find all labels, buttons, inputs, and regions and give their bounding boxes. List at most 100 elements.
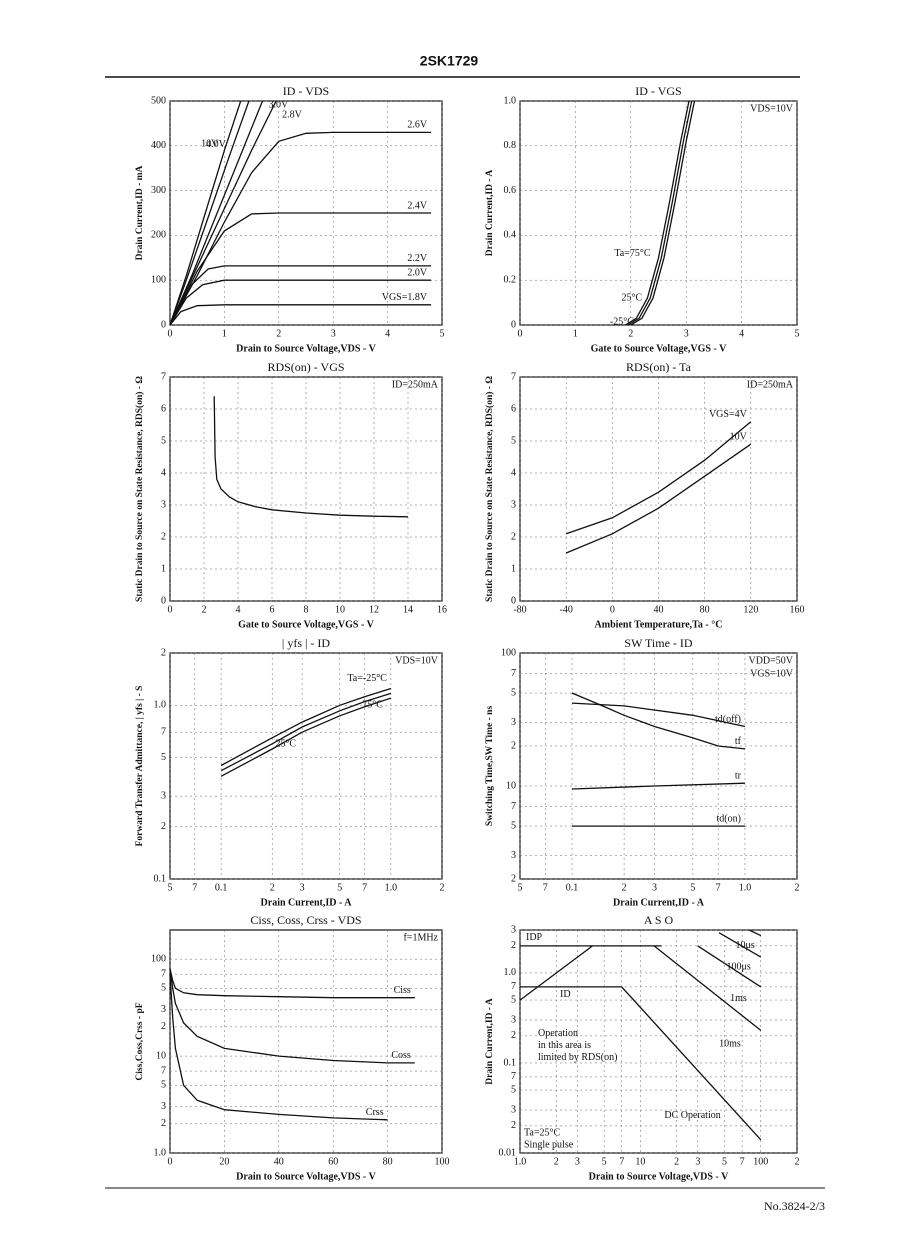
series-label: 1ms bbox=[730, 993, 747, 1004]
plot-frame bbox=[519, 652, 798, 880]
x-axis-label: Drain to Source Voltage,VDS - V bbox=[236, 343, 376, 354]
series-line bbox=[220, 692, 392, 772]
y-tick-label: 100 bbox=[151, 274, 166, 285]
doc-number: No.3824-2/3 bbox=[764, 1199, 825, 1213]
y-tick-label: 2 bbox=[511, 1030, 516, 1041]
series-label: -25°C bbox=[610, 317, 634, 328]
y-tick-label: 7 bbox=[161, 1065, 166, 1076]
y-tick-label: 3 bbox=[161, 1004, 166, 1015]
series-label: td(off) bbox=[715, 714, 741, 725]
y-tick-label: 0.4 bbox=[504, 230, 517, 241]
x-axis-label: Gate to Source Voltage,VGS - V bbox=[591, 343, 728, 354]
x-tick-label: -80 bbox=[513, 604, 526, 615]
y-tick-label: 0 bbox=[511, 595, 516, 606]
series-line bbox=[718, 932, 762, 958]
series-line bbox=[565, 421, 752, 535]
y-tick-label: 3 bbox=[511, 499, 516, 510]
y-tick-label: 5 bbox=[511, 1084, 516, 1095]
plot-frame bbox=[519, 100, 798, 326]
y-axis-label: Ciss,Coss,Crss - pF bbox=[135, 1002, 145, 1080]
y-tick-label: 100 bbox=[151, 953, 166, 964]
y-tick-label: 2 bbox=[161, 647, 166, 658]
y-tick-label: 2 bbox=[161, 531, 166, 542]
x-tick-label: 40 bbox=[654, 604, 664, 615]
series-label: Ciss bbox=[394, 985, 411, 996]
note: Operation bbox=[538, 1028, 578, 1039]
series-label: 4.0V bbox=[206, 139, 227, 150]
x-tick-label: 10 bbox=[635, 1156, 645, 1167]
x-tick-label: 2 bbox=[795, 1156, 800, 1167]
series-label: Ta=-25°C bbox=[347, 673, 387, 684]
y-tick-label: 5 bbox=[161, 435, 166, 446]
series-line bbox=[220, 697, 392, 777]
y-tick-label: 3 bbox=[511, 850, 516, 861]
series-label: 2.8V bbox=[282, 109, 303, 120]
x-tick-label: 2 bbox=[202, 604, 207, 615]
series-line bbox=[653, 945, 762, 1031]
y-tick-label: 200 bbox=[151, 230, 166, 241]
y-tick-label: 3 bbox=[511, 1104, 516, 1115]
y-tick-label: 2 bbox=[161, 1021, 166, 1032]
y-axis-label: Static Drain to Source on State Resistan… bbox=[484, 376, 495, 602]
x-tick-label: 2 bbox=[440, 882, 445, 893]
y-tick-label: 1.0 bbox=[154, 1147, 167, 1158]
y-tick-label: 2 bbox=[511, 531, 516, 542]
series-line bbox=[571, 692, 746, 750]
series-label: 2.2V bbox=[407, 253, 428, 264]
x-tick-label: 5 bbox=[168, 882, 173, 893]
y-axis-label: Drain Current,ID - mA bbox=[135, 165, 145, 260]
x-tick-label: 60 bbox=[328, 1156, 338, 1167]
series-line bbox=[169, 265, 432, 326]
series-label: 10ms bbox=[719, 1039, 741, 1050]
series-line bbox=[627, 100, 693, 326]
y-tick-label: 3 bbox=[511, 924, 516, 935]
y-tick-label: 2 bbox=[511, 740, 516, 751]
x-tick-label: 7 bbox=[619, 1156, 624, 1167]
annotation: VDS=10V bbox=[750, 103, 794, 114]
y-tick-label: 5 bbox=[161, 1080, 166, 1091]
series-label: 10μs bbox=[735, 940, 754, 951]
x-tick-label: 0 bbox=[610, 604, 615, 615]
y-tick-label: 0.2 bbox=[504, 274, 517, 285]
chart-title: ID - VDS bbox=[283, 84, 329, 98]
x-tick-label: 0.1 bbox=[215, 882, 228, 893]
y-tick-label: 7 bbox=[161, 726, 166, 737]
y-tick-label: 7 bbox=[161, 968, 166, 979]
x-tick-label: 2 bbox=[270, 882, 275, 893]
x-tick-label: 2 bbox=[276, 328, 281, 339]
x-tick-label: 20 bbox=[219, 1156, 229, 1167]
series-label: DC Operation bbox=[664, 1110, 720, 1121]
chart-title: ID - VGS bbox=[635, 84, 681, 98]
chart-title: SW Time - ID bbox=[624, 636, 692, 650]
series-label: td(on) bbox=[716, 813, 740, 824]
series-line bbox=[621, 986, 762, 1141]
series-line bbox=[624, 100, 690, 326]
y-tick-label: 0 bbox=[161, 595, 166, 606]
x-tick-label: 4 bbox=[739, 328, 744, 339]
series-label: 10V bbox=[201, 139, 219, 150]
x-tick-label: 4 bbox=[236, 604, 241, 615]
x-axis-label: Drain to Source Voltage,VDS - V bbox=[236, 1171, 376, 1182]
series-line bbox=[565, 443, 752, 554]
y-tick-label: 0.1 bbox=[154, 873, 167, 884]
x-tick-label: 10 bbox=[335, 604, 345, 615]
series-line bbox=[169, 968, 415, 999]
series-label: IDP bbox=[526, 932, 543, 943]
annotation: ID=250mA bbox=[747, 379, 794, 390]
annotation: VGS=10V bbox=[750, 668, 794, 679]
x-tick-label: 160 bbox=[790, 604, 805, 615]
x-tick-label: 2 bbox=[795, 882, 800, 893]
y-tick-label: 3 bbox=[511, 1014, 516, 1025]
series-label: 100μs bbox=[726, 961, 750, 972]
series-label: 2.0V bbox=[407, 267, 428, 278]
y-tick-label: 3 bbox=[511, 717, 516, 728]
x-axis-label: Gate to Source Voltage,VGS - V bbox=[238, 619, 375, 630]
x-tick-label: 1 bbox=[222, 328, 227, 339]
x-tick-label: 1.0 bbox=[514, 1156, 527, 1167]
y-tick-label: 0 bbox=[161, 319, 166, 330]
x-tick-label: 7 bbox=[740, 1156, 745, 1167]
x-axis-label: Drain to Source Voltage,VDS - V bbox=[589, 1171, 729, 1182]
series-label: ID bbox=[560, 989, 571, 1000]
y-tick-label: 3 bbox=[161, 790, 166, 801]
